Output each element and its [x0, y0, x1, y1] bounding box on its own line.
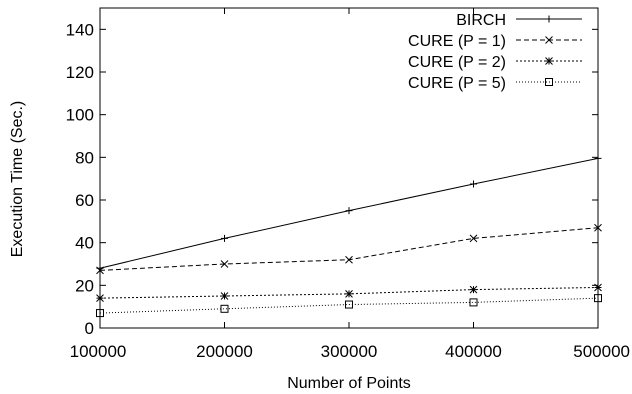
x-tick-label: 100000	[70, 342, 127, 361]
y-tick-label: 80	[75, 148, 94, 167]
y-tick-label: 60	[75, 191, 94, 210]
y-tick-label: 100	[66, 106, 94, 125]
series-4	[96, 294, 602, 318]
data-point	[96, 294, 104, 302]
data-point	[96, 266, 104, 275]
legend-marker	[545, 57, 553, 65]
data-point	[594, 154, 602, 162]
data-point	[469, 285, 478, 294]
data-point	[220, 260, 229, 268]
data-point	[220, 292, 229, 300]
legend-label: BIRCH	[456, 12, 506, 29]
data-point	[220, 304, 229, 313]
legend-label: CURE (P = 5)	[408, 75, 506, 92]
y-tick-label: 20	[75, 276, 94, 295]
data-point	[345, 255, 353, 264]
legend-marker	[545, 15, 553, 23]
plot-frame	[99, 7, 599, 329]
legend-marker	[545, 36, 553, 44]
series-line	[99, 297, 599, 314]
x-tick-label: 200000	[196, 342, 253, 361]
x-axis: 100000 200000 300000 400000 500000	[70, 8, 630, 361]
legend-marker	[545, 78, 553, 86]
x-axis-label: Number of Points	[287, 375, 411, 392]
legend-label: CURE (P = 2)	[408, 54, 506, 71]
data-point	[345, 207, 353, 215]
y-axis: 0 20 40 60 80 100 120 140	[66, 20, 598, 338]
series-layer	[96, 154, 602, 318]
data-point	[594, 223, 602, 232]
x-tick-label: 300000	[321, 342, 378, 361]
y-axis-label: Execution Time (Sec.)	[9, 101, 26, 258]
y-tick-label: 0	[85, 319, 94, 338]
y-tick-label: 40	[75, 234, 94, 253]
data-point	[469, 234, 478, 243]
series-2	[96, 223, 602, 275]
x-tick-label: 500000	[573, 342, 630, 361]
data-point	[594, 283, 602, 292]
data-point	[345, 300, 353, 309]
data-point	[221, 234, 228, 242]
data-point	[345, 290, 353, 298]
series-1	[96, 154, 602, 272]
data-point	[96, 309, 104, 318]
legend: BIRCH CURE (P = 1) CURE (P = 2) CURE (P = 5…	[408, 12, 582, 92]
data-point	[594, 294, 602, 303]
series-3	[96, 283, 602, 302]
data-point	[469, 298, 478, 307]
y-tick-label: 120	[66, 63, 94, 82]
series-line	[99, 227, 599, 271]
data-point	[470, 180, 477, 188]
x-tick-label: 400000	[445, 342, 502, 361]
plot-border	[99, 7, 599, 329]
y-tick-label: 140	[66, 20, 94, 39]
legend-label: CURE (P = 1)	[408, 33, 506, 50]
